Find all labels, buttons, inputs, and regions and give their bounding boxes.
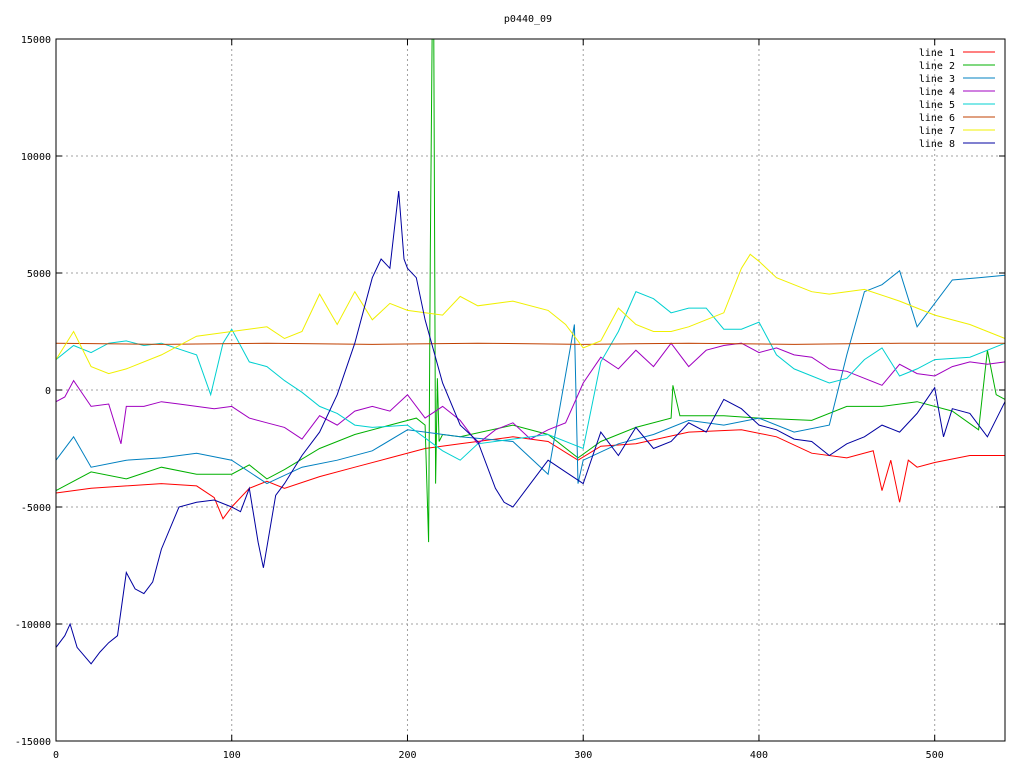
y-tick-label: -10000 <box>15 620 51 631</box>
x-tick-label: 100 <box>223 750 241 761</box>
y-tick-label: -5000 <box>21 503 51 514</box>
x-tick-label: 0 <box>53 750 59 761</box>
legend-label-1: line 1 <box>919 48 955 59</box>
y-tick-label: 0 <box>45 386 51 397</box>
series-line-3 <box>55 269 1006 485</box>
plot-border <box>55 38 1006 742</box>
y-tick-label: -15000 <box>15 737 51 748</box>
legend-label-8: line 8 <box>919 139 955 150</box>
legend-label-7: line 7 <box>919 126 955 137</box>
legend: line 1 line 2 line 3 line 4 line 5 line 6 line… <box>919 48 995 150</box>
series-line-7 <box>55 253 1006 375</box>
series-layer <box>55 38 1006 665</box>
series-line-8 <box>55 191 1006 665</box>
x-tick-label: 200 <box>398 750 416 761</box>
series-line-6 <box>55 342 1005 345</box>
y-tick-label: 10000 <box>21 152 51 163</box>
series-line-2 <box>55 38 1006 543</box>
y-tick-label: 15000 <box>21 35 51 46</box>
x-tick-label: 300 <box>574 750 592 761</box>
x-tick-label: 500 <box>926 750 944 761</box>
legend-label-3: line 3 <box>919 74 955 85</box>
series-line-4 <box>55 342 1006 445</box>
legend-label-6: line 6 <box>919 113 955 124</box>
y-tick-label: 5000 <box>27 269 51 280</box>
series-line-1 <box>55 429 1005 520</box>
legend-label-2: line 2 <box>919 61 955 72</box>
series-line-5 <box>55 291 1006 461</box>
legend-label-4: line 4 <box>919 87 955 98</box>
chart-title: p0440_09 <box>504 14 552 25</box>
legend-label-5: line 5 <box>919 100 955 111</box>
axis-ticks: 0 100 200 300 400 500 -15000 -10000 -5000 0 5000 10… <box>15 35 1005 761</box>
x-tick-label: 400 <box>750 750 768 761</box>
